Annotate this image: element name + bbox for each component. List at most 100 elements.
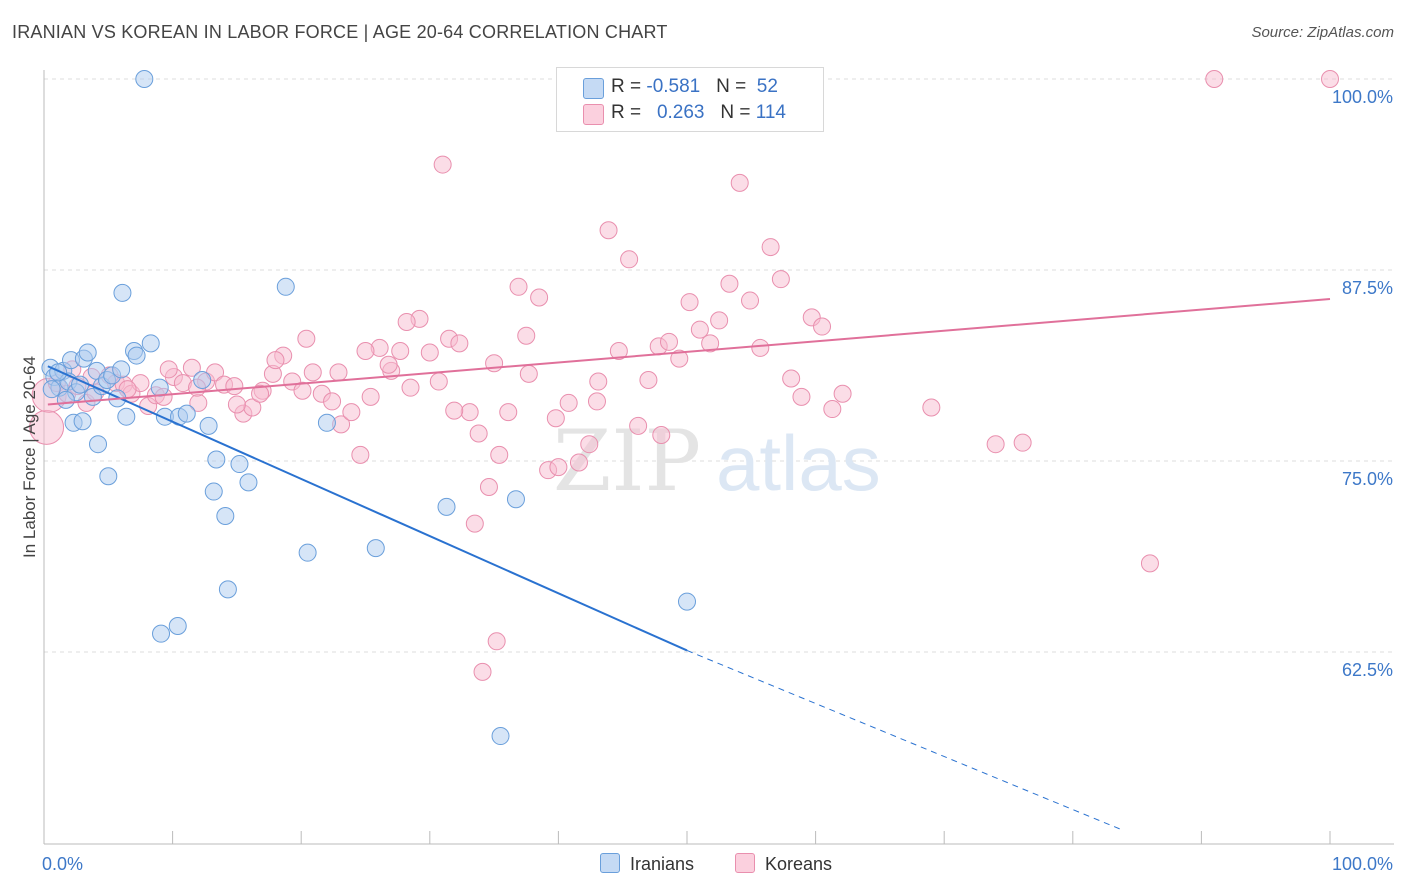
koreans-point bbox=[559, 393, 578, 412]
koreans-series bbox=[29, 70, 1339, 681]
koreans-point bbox=[580, 435, 599, 454]
koreans-n-value: 114 bbox=[755, 102, 786, 123]
koreans-point bbox=[690, 320, 709, 339]
koreans-point bbox=[379, 355, 398, 374]
iranians-point bbox=[150, 378, 169, 397]
x-axis-tick-labels: 0.0% 100.0% bbox=[42, 854, 1393, 874]
koreans-legend-swatch bbox=[735, 853, 755, 873]
koreans-point bbox=[1140, 554, 1159, 573]
koreans-point bbox=[429, 372, 448, 391]
koreans-point bbox=[182, 358, 201, 377]
iranians-point bbox=[56, 390, 75, 409]
koreans-point bbox=[342, 403, 361, 422]
bottom-legend-iranians[interactable]: Iranians bbox=[600, 853, 694, 875]
iranians-point bbox=[49, 363, 68, 382]
koreans-point bbox=[361, 387, 380, 406]
koreans-point bbox=[303, 363, 322, 382]
watermark-atlas: atlas bbox=[716, 419, 881, 507]
koreans-point bbox=[227, 395, 246, 414]
koreans-point bbox=[730, 173, 749, 192]
koreans-point bbox=[487, 632, 506, 651]
koreans-point bbox=[1013, 433, 1032, 452]
koreans-point bbox=[1321, 70, 1339, 88]
trend-lines bbox=[47, 298, 1331, 832]
koreans-point bbox=[792, 387, 811, 406]
iranians-point bbox=[317, 413, 336, 432]
koreans-point bbox=[629, 416, 648, 435]
koreans-point bbox=[710, 311, 729, 330]
koreans-point bbox=[433, 155, 452, 174]
y-tick-label-0: 100.0% bbox=[1332, 87, 1393, 107]
y-tick-label-2: 75.0% bbox=[1342, 469, 1393, 489]
iranians-point bbox=[207, 450, 226, 469]
koreans-point bbox=[680, 293, 699, 312]
iranians-trend-extension bbox=[686, 650, 1125, 832]
koreans-point bbox=[445, 401, 464, 420]
koreans-point bbox=[159, 360, 178, 379]
iranians-point bbox=[42, 380, 61, 399]
koreans-point bbox=[720, 274, 739, 293]
iranians-point bbox=[168, 617, 187, 636]
y-axis-tick-labels: 100.0% 87.5% 75.0% 62.5% bbox=[1332, 87, 1393, 680]
iranians-point bbox=[491, 727, 510, 746]
koreans-r-value: 0.263 bbox=[656, 102, 705, 123]
grid-lines bbox=[44, 78, 1394, 653]
koreans-point bbox=[420, 343, 439, 362]
koreans-trend-line bbox=[47, 298, 1331, 406]
koreans-point bbox=[519, 364, 538, 383]
y-axis-label: In Labor Force | Age 20-64 bbox=[20, 356, 39, 558]
koreans-point bbox=[401, 378, 420, 397]
iranians-point bbox=[437, 497, 456, 516]
koreans-point bbox=[297, 329, 316, 348]
iranians-point bbox=[204, 482, 223, 501]
koreans-point bbox=[823, 400, 842, 419]
koreans-point bbox=[922, 398, 941, 417]
y-tick-label-3: 62.5% bbox=[1342, 660, 1393, 680]
koreans-point bbox=[473, 662, 492, 681]
koreans-point bbox=[639, 371, 658, 390]
x-axis-ticks bbox=[172, 831, 1331, 844]
koreans-point bbox=[251, 384, 270, 403]
koreans-point bbox=[490, 445, 509, 464]
koreans-point bbox=[479, 477, 498, 496]
koreans-point bbox=[599, 221, 618, 240]
bottom-legend-koreans[interactable]: Koreans bbox=[735, 853, 832, 875]
koreans-point bbox=[659, 332, 678, 351]
koreans-point bbox=[450, 334, 469, 353]
iranians-point bbox=[239, 473, 258, 492]
koreans-point bbox=[397, 312, 416, 331]
koreans-point bbox=[356, 341, 375, 360]
iranians-point bbox=[216, 507, 235, 526]
koreans-point bbox=[530, 288, 549, 307]
x-tick-label-0: 0.0% bbox=[42, 854, 83, 874]
iranians-point bbox=[298, 543, 317, 562]
koreans-legend-label: Koreans bbox=[765, 854, 833, 874]
koreans-n-label: N = bbox=[720, 102, 756, 123]
iranians-point bbox=[230, 455, 249, 474]
iranians-r-value: -0.581 bbox=[646, 76, 701, 97]
chart-title: IRANIAN VS KOREAN IN LABOR FORCE | AGE 2… bbox=[12, 22, 668, 42]
koreans-point bbox=[225, 377, 244, 396]
iranians-point bbox=[152, 624, 171, 643]
iranians-legend-swatch bbox=[600, 853, 620, 873]
koreans-point bbox=[469, 424, 488, 443]
koreans-point bbox=[569, 453, 588, 472]
koreans-point bbox=[670, 349, 689, 368]
iranians-point bbox=[73, 412, 92, 431]
iranians-point bbox=[199, 416, 218, 435]
iranians-legend-label: Iranians bbox=[630, 854, 695, 874]
koreans-point bbox=[761, 238, 780, 257]
iranians-swatch bbox=[583, 78, 604, 99]
axes bbox=[43, 70, 1394, 845]
iranians-r-label: R = bbox=[611, 76, 647, 97]
iranians-point bbox=[112, 360, 131, 379]
koreans-point bbox=[391, 341, 410, 360]
iranians-point bbox=[366, 539, 385, 558]
koreans-point bbox=[499, 403, 518, 422]
iranians-trend-line bbox=[47, 365, 688, 652]
koreans-point bbox=[771, 270, 790, 289]
watermark: ZIP atlas bbox=[553, 412, 881, 510]
iranians-point bbox=[678, 592, 696, 611]
iranians-point bbox=[99, 467, 118, 486]
